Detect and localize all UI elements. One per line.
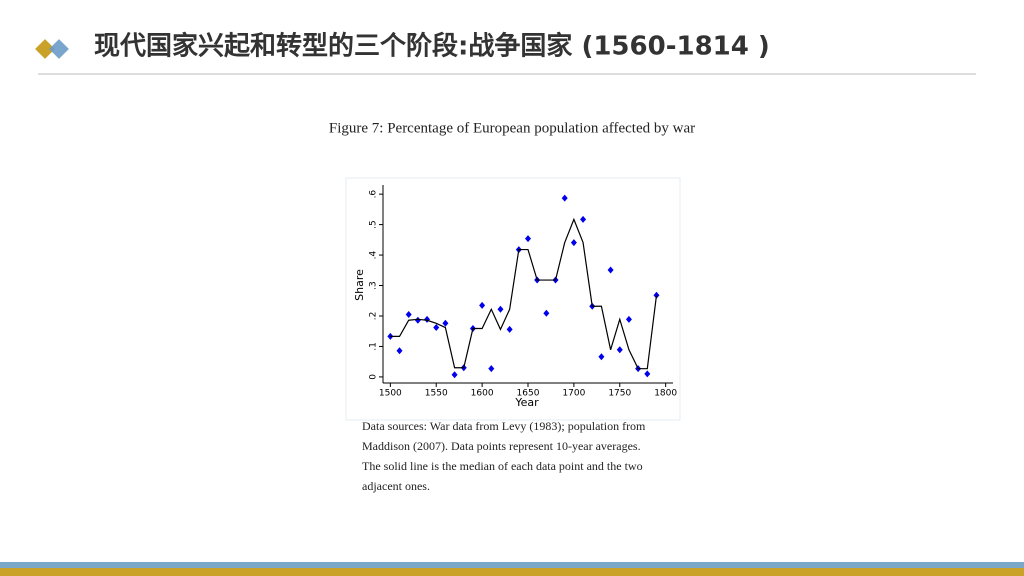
x-axis-label: Year (514, 396, 539, 409)
note-line: Maddison (2007). Data points represent 1… (362, 439, 641, 453)
chart-panel (345, 177, 681, 421)
y-tick-label: .6 (369, 190, 379, 199)
point (625, 315, 632, 323)
point (506, 325, 513, 333)
point (580, 215, 587, 223)
point (497, 305, 504, 313)
point (479, 301, 486, 309)
chart-title: Figure 7: Percentage of European populat… (329, 120, 695, 136)
x-tick-label: 1700 (562, 389, 585, 399)
point (644, 370, 651, 378)
slide-title: 现代国家兴起和转型的三个阶段:战争国家 (1560-1814 ) (94, 31, 770, 62)
y-tick-label: .1 (369, 342, 379, 351)
x-tick-label: 1800 (654, 389, 677, 399)
point (396, 347, 403, 355)
point (598, 353, 605, 361)
note-line: Data sources: War data from Levy (1983);… (362, 419, 646, 433)
y-tick-label: .4 (369, 250, 379, 259)
x-tick-label: 1650 (517, 389, 540, 399)
median-line (390, 217, 658, 370)
x-tick-label: 1750 (608, 389, 631, 399)
footer-stripe (0, 562, 1024, 568)
notes: Data sources: War data from Levy (1983);… (362, 419, 646, 493)
point (442, 319, 449, 327)
y-axis-label: Share (353, 269, 366, 301)
y-tick-label: .2 (369, 312, 379, 321)
point (451, 371, 458, 379)
point (414, 316, 421, 324)
point (433, 324, 440, 332)
point (561, 194, 568, 202)
y-tick-label: 0 (369, 374, 379, 380)
x-tick-label: 1600 (471, 389, 494, 399)
x-tick-label: 1550 (425, 389, 448, 399)
y-tick-label: .5 (369, 220, 379, 229)
y-tick-label: .3 (369, 281, 379, 290)
point (525, 235, 531, 243)
x-tick-label: 1500 (379, 389, 402, 399)
point (570, 239, 577, 247)
point (607, 266, 614, 274)
note-line: adjacent ones. (362, 479, 430, 493)
point (543, 309, 550, 317)
icon-diamond (49, 39, 69, 59)
footer-stripe (0, 568, 1024, 576)
point (616, 346, 623, 354)
point (405, 310, 412, 318)
note-line: The solid line is the median of each dat… (362, 459, 643, 473)
point (488, 365, 495, 373)
